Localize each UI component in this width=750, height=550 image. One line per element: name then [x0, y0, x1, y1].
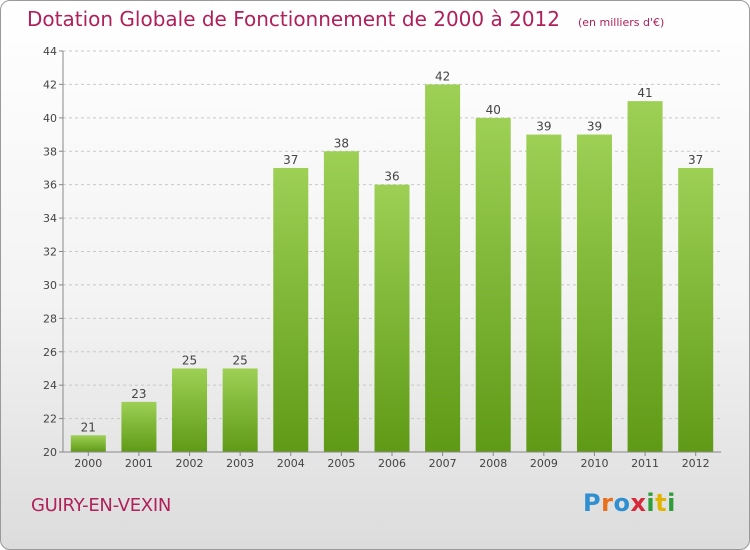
x-tick-label: 2003 [226, 457, 254, 470]
data-label: 37 [283, 153, 298, 167]
x-tick-label: 2002 [176, 457, 204, 470]
bar [273, 167, 309, 453]
bars [70, 84, 714, 453]
data-label: 25 [233, 353, 248, 367]
x-tick-label: 2001 [125, 457, 153, 470]
bar [222, 368, 258, 452]
y-tick-label: 42 [43, 78, 57, 91]
bar [172, 368, 208, 452]
bar [526, 134, 562, 452]
x-tick-label: 2008 [479, 457, 507, 470]
axes [59, 50, 721, 456]
data-label: 38 [334, 136, 349, 150]
title-row: Dotation Globale de Fonctionnement de 20… [27, 7, 664, 31]
labels: 20 22 24 26 28 30 32 34 36 38 40 42 44 21 2000 23 2001 25… [43, 45, 710, 470]
x-tick-label: 2012 [682, 457, 710, 470]
x-tick-label: 2006 [378, 457, 406, 470]
data-label: 39 [587, 120, 602, 134]
y-tick-label: 32 [43, 246, 57, 259]
y-tick-label: 36 [43, 179, 57, 192]
data-label: 39 [536, 120, 551, 134]
data-label: 25 [182, 353, 197, 367]
y-tick-label: 38 [43, 145, 57, 158]
y-tick-label: 20 [43, 446, 57, 459]
data-label: 37 [688, 153, 703, 167]
bar [323, 151, 359, 452]
x-tick-label: 2007 [429, 457, 457, 470]
y-tick-label: 24 [43, 379, 57, 392]
y-tick-label: 22 [43, 413, 57, 426]
x-tick-label: 2005 [327, 457, 355, 470]
chart-title: Dotation Globale de Fonctionnement de 20… [27, 7, 560, 31]
x-tick-label: 2011 [631, 457, 659, 470]
y-tick-label: 34 [43, 212, 57, 225]
proxiti-logo: Proxiti [583, 489, 676, 517]
bar [678, 167, 714, 453]
x-tick-label: 2009 [530, 457, 558, 470]
bar [475, 117, 511, 452]
x-tick-label: 2000 [74, 457, 102, 470]
data-label: 23 [131, 387, 146, 401]
y-tick-label: 26 [43, 346, 57, 359]
y-tick-label: 30 [43, 279, 57, 292]
chart-subtitle: (en milliers d'€) [578, 16, 665, 29]
bar [576, 134, 612, 452]
y-tick-label: 44 [43, 45, 57, 58]
data-label: 40 [486, 103, 501, 117]
commune-name: GUIRY-EN-VEXIN [31, 495, 172, 516]
bar [70, 435, 106, 452]
data-label: 36 [384, 170, 399, 184]
data-label: 42 [435, 69, 450, 83]
x-tick-label: 2010 [580, 457, 608, 470]
bar [374, 184, 410, 452]
bar [121, 401, 157, 452]
x-tick-label: 2004 [277, 457, 305, 470]
y-tick-label: 28 [43, 312, 57, 325]
y-tick-label: 40 [43, 112, 57, 125]
data-label: 41 [637, 86, 652, 100]
bar [425, 84, 461, 453]
data-label: 21 [81, 420, 96, 434]
bar [627, 101, 663, 452]
